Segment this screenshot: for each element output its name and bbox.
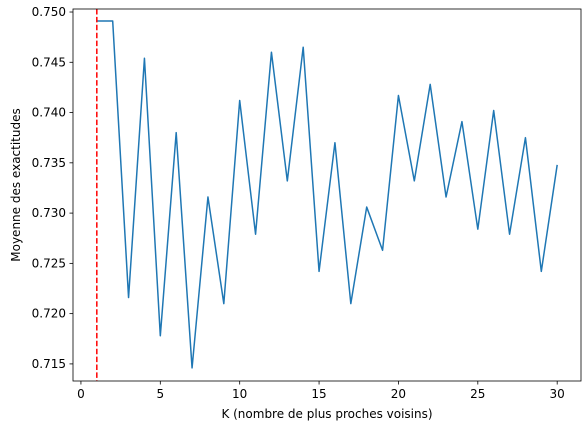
y-tick-label: 0.735: [32, 156, 66, 170]
x-axis-label: K (nombre de plus proches voisins): [221, 407, 432, 421]
x-tick-label: 0: [77, 387, 85, 401]
x-tick-label: 10: [232, 387, 247, 401]
y-axis-label: Moyenne des exactitudes: [9, 108, 23, 261]
y-tick-label: 0.745: [32, 55, 66, 69]
x-tick-label: 20: [391, 387, 406, 401]
y-tick-label: 0.715: [32, 357, 66, 371]
x-tick-label: 5: [156, 387, 164, 401]
y-tick-label: 0.730: [32, 206, 66, 220]
series-line-0: [96, 20, 558, 369]
y-tick-label: 0.720: [32, 307, 66, 321]
y-tick-label: 0.750: [32, 5, 66, 19]
x-tick-label: 30: [550, 387, 565, 401]
y-tick-label: 0.740: [32, 106, 66, 120]
axes-frame: [72, 8, 582, 382]
plot-area: 0 5 10 15 20 25 30 0.715 0.720 0.725 0.730 0.735 0.7…: [32, 5, 582, 401]
x-tick-label: 15: [311, 387, 326, 401]
y-tick-label: 0.725: [32, 256, 66, 270]
x-tick-label: 25: [470, 387, 485, 401]
